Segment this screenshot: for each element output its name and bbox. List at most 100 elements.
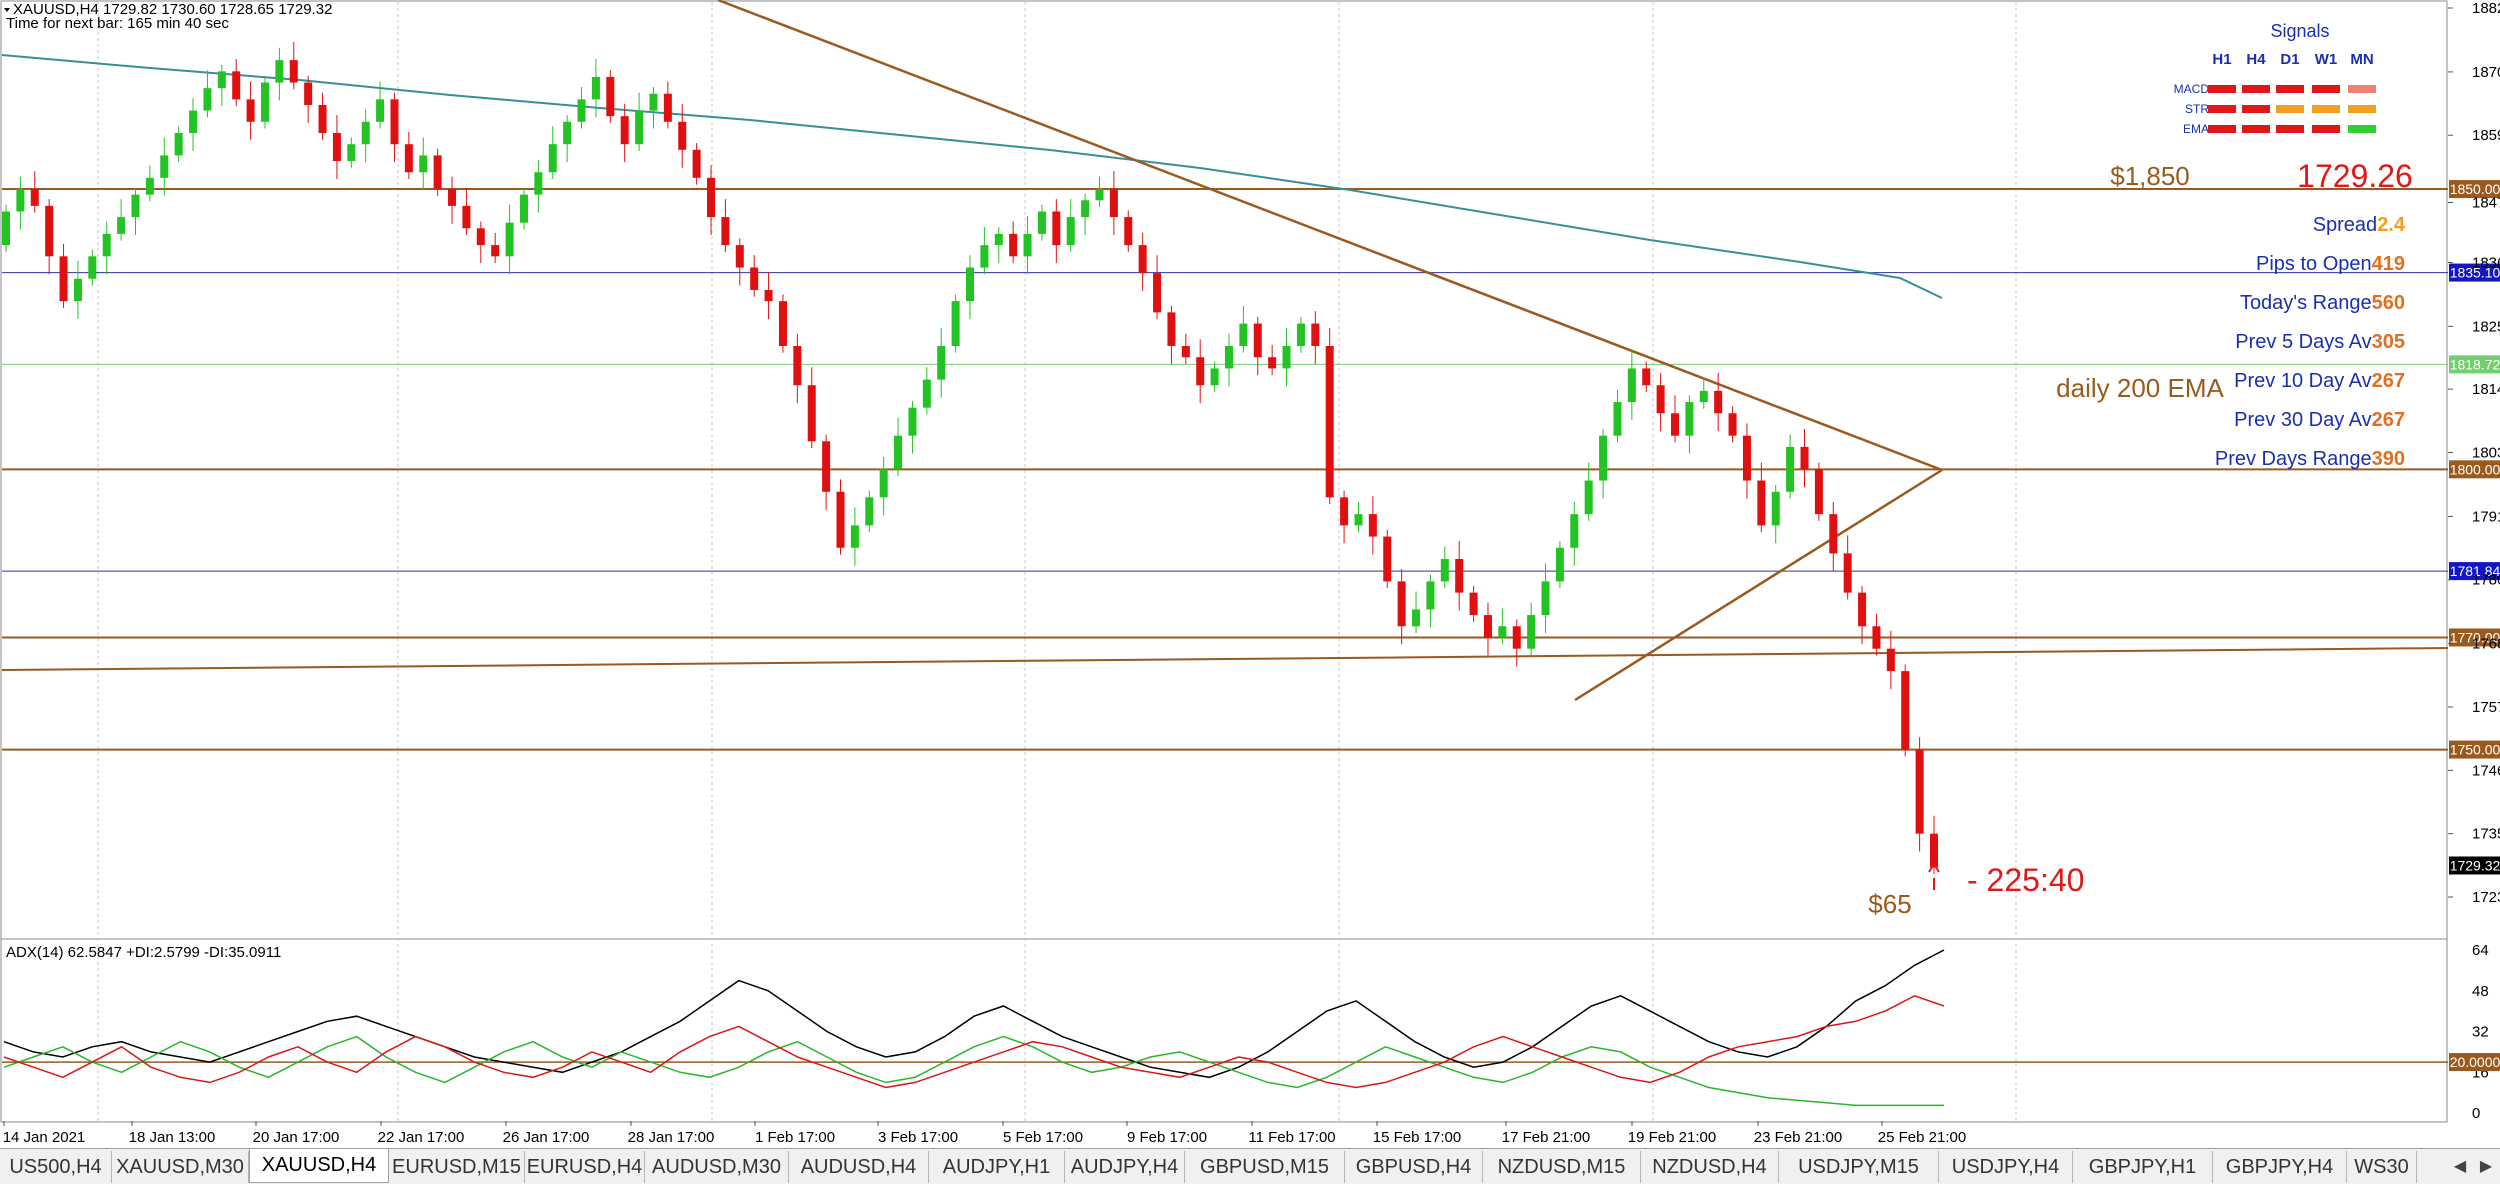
signal-column-label: W1 (2315, 51, 2338, 68)
candle-body (1383, 536, 1392, 582)
candle-body (1066, 217, 1075, 246)
tab-nzdusd-m15[interactable]: NZDUSD,M15 (1483, 1151, 1641, 1183)
tab-gbpusd-m15[interactable]: GBPUSD,M15 (1185, 1151, 1345, 1183)
candle-body (1282, 345, 1291, 369)
tab-scroll-right-icon[interactable]: ▶ (2479, 1156, 2493, 1175)
candle-body (217, 71, 226, 89)
stat-row: Prev 30 Day Av267 (2234, 409, 2405, 431)
tab-audjpy-h1[interactable]: AUDJPY,H1 (929, 1151, 1065, 1183)
signal-cell (2276, 105, 2304, 113)
tab-xauusd-h4[interactable]: XAUUSD,H4 (249, 1149, 389, 1183)
price-label: 1825.50 (2472, 318, 2500, 335)
candle-body (1742, 435, 1751, 481)
signal-cell (2276, 85, 2304, 93)
signal-column-label: D1 (2280, 51, 2299, 68)
signal-cell (2208, 125, 2236, 133)
candle-body (16, 189, 25, 212)
candle-body (1440, 559, 1449, 582)
price-axis: 1882.30 1870.90 1859.60 1847.60 1836.90 1825.… (2448, 0, 2500, 906)
tab-nzdusd-h4[interactable]: NZDUSD,H4 (1641, 1151, 1779, 1183)
stat-label: Prev 30 Day Av (2234, 409, 2371, 431)
candle-body (937, 345, 946, 380)
time-axis: 14 Jan 2021 18 Jan 13:00 20 Jan 17:00 22 Ja… (3, 1121, 1966, 1146)
candle-body (1584, 480, 1593, 515)
candle-body (1757, 480, 1766, 526)
tab-eurusd-m15[interactable]: EURUSD,M15 (389, 1151, 525, 1183)
tab-xauusd-m30[interactable]: XAUUSD,M30 (112, 1151, 249, 1183)
tab-gbpjpy-h4[interactable]: GBPJPY,H4 (2213, 1151, 2347, 1183)
signal-row-label: EMA (2183, 122, 2209, 136)
stat-row: Prev Days Range390 (2215, 448, 2405, 470)
tab-audjpy-h4[interactable]: AUDJPY,H4 (1065, 1151, 1185, 1183)
candle-body (721, 217, 730, 246)
dropdown-triangle-icon[interactable] (4, 8, 10, 12)
candle-body (1498, 626, 1507, 638)
tab-audusd-m30[interactable]: AUDUSD,M30 (645, 1151, 789, 1183)
adx-level-label: 20.0000 (2450, 1054, 2500, 1070)
adx-lines (2, 949, 2448, 1107)
candle-body (1930, 833, 1938, 868)
tab-gbpusd-h4[interactable]: GBPUSD,H4 (1345, 1151, 1483, 1183)
candle-body (347, 144, 356, 162)
candle-body (1699, 390, 1708, 403)
tab-us500-h4[interactable]: US500,H4 (0, 1151, 112, 1183)
candle-body (1901, 671, 1910, 750)
symbol-tab-bar: US500,H4 XAUUSD,M30 XAUUSD,H4 EURUSD,M15 EUR… (0, 1148, 2500, 1184)
tab-eurusd-h4[interactable]: EURUSD,H4 (525, 1151, 645, 1183)
candles (2, 42, 1938, 875)
tab-gbpjpy-h1[interactable]: GBPJPY,H1 (2073, 1151, 2213, 1183)
candle-body (1009, 233, 1018, 257)
stat-row: Prev 5 Days Av305 (2235, 331, 2405, 353)
tab-audusd-h4[interactable]: AUDUSD,H4 (789, 1151, 929, 1183)
candle-body (1167, 312, 1176, 346)
candle-body (275, 60, 284, 83)
price-box (2449, 180, 2500, 199)
time-label: 14 Jan 2021 (3, 1129, 86, 1146)
time-label: 25 Feb 21:00 (1878, 1129, 1966, 1146)
candle-body (922, 379, 931, 408)
price-label: 1882.30 (2472, 0, 2500, 17)
candle-body (1325, 345, 1334, 498)
support-trendline (1574, 468, 1943, 702)
price-label: 1768.90 (2472, 636, 2500, 653)
candle-body (548, 144, 557, 173)
tab-scroll-left-icon[interactable]: ◀ (2453, 1156, 2467, 1175)
candle-body (879, 469, 888, 498)
candle-body (462, 205, 471, 229)
signal-cell (2242, 125, 2270, 133)
candle-body (865, 497, 874, 526)
signal-grid: H1 H4 D1 W1 MN MACD STR EMA (2174, 51, 2376, 136)
candle-body (534, 172, 543, 195)
stat-value: 390 (2372, 448, 2405, 470)
candle-body (1081, 200, 1090, 218)
candle-body (232, 71, 241, 100)
candle-body (304, 82, 313, 105)
candle-body (563, 121, 572, 145)
tab-usdjpy-h4[interactable]: USDJPY,H4 (1939, 1151, 2073, 1183)
tab-usdjpy-m15[interactable]: USDJPY,M15 (1779, 1151, 1939, 1183)
price-box-label: 1835.10 (2450, 265, 2500, 281)
stat-value: 267 (2372, 370, 2405, 392)
price-box (2449, 856, 2500, 875)
trendlines (717, 0, 1943, 702)
adx-axis-label: 48 (2472, 983, 2489, 1000)
candle-body (1555, 547, 1564, 582)
candle-body (376, 99, 385, 122)
candle-body (145, 177, 154, 195)
candle-body (951, 301, 960, 346)
signals-panel: Signals H1 H4 D1 W1 MN MACD STR EMA (2174, 21, 2376, 136)
adx-main-line (3, 949, 1945, 1079)
candle-body (822, 441, 831, 492)
tab-ws30[interactable]: WS30 (2347, 1151, 2417, 1183)
price-box-label: 1818.72 (2450, 356, 2500, 372)
stat-value: 2.4 (2377, 214, 2406, 236)
candle-body (476, 228, 485, 246)
candle-body (1196, 357, 1205, 386)
adx-axis-label: 0 (2472, 1105, 2480, 1122)
candle-body (260, 82, 269, 122)
candle-body (505, 222, 514, 257)
time-label: 20 Jan 17:00 (253, 1129, 340, 1146)
adx-level-box (2449, 1053, 2500, 1072)
